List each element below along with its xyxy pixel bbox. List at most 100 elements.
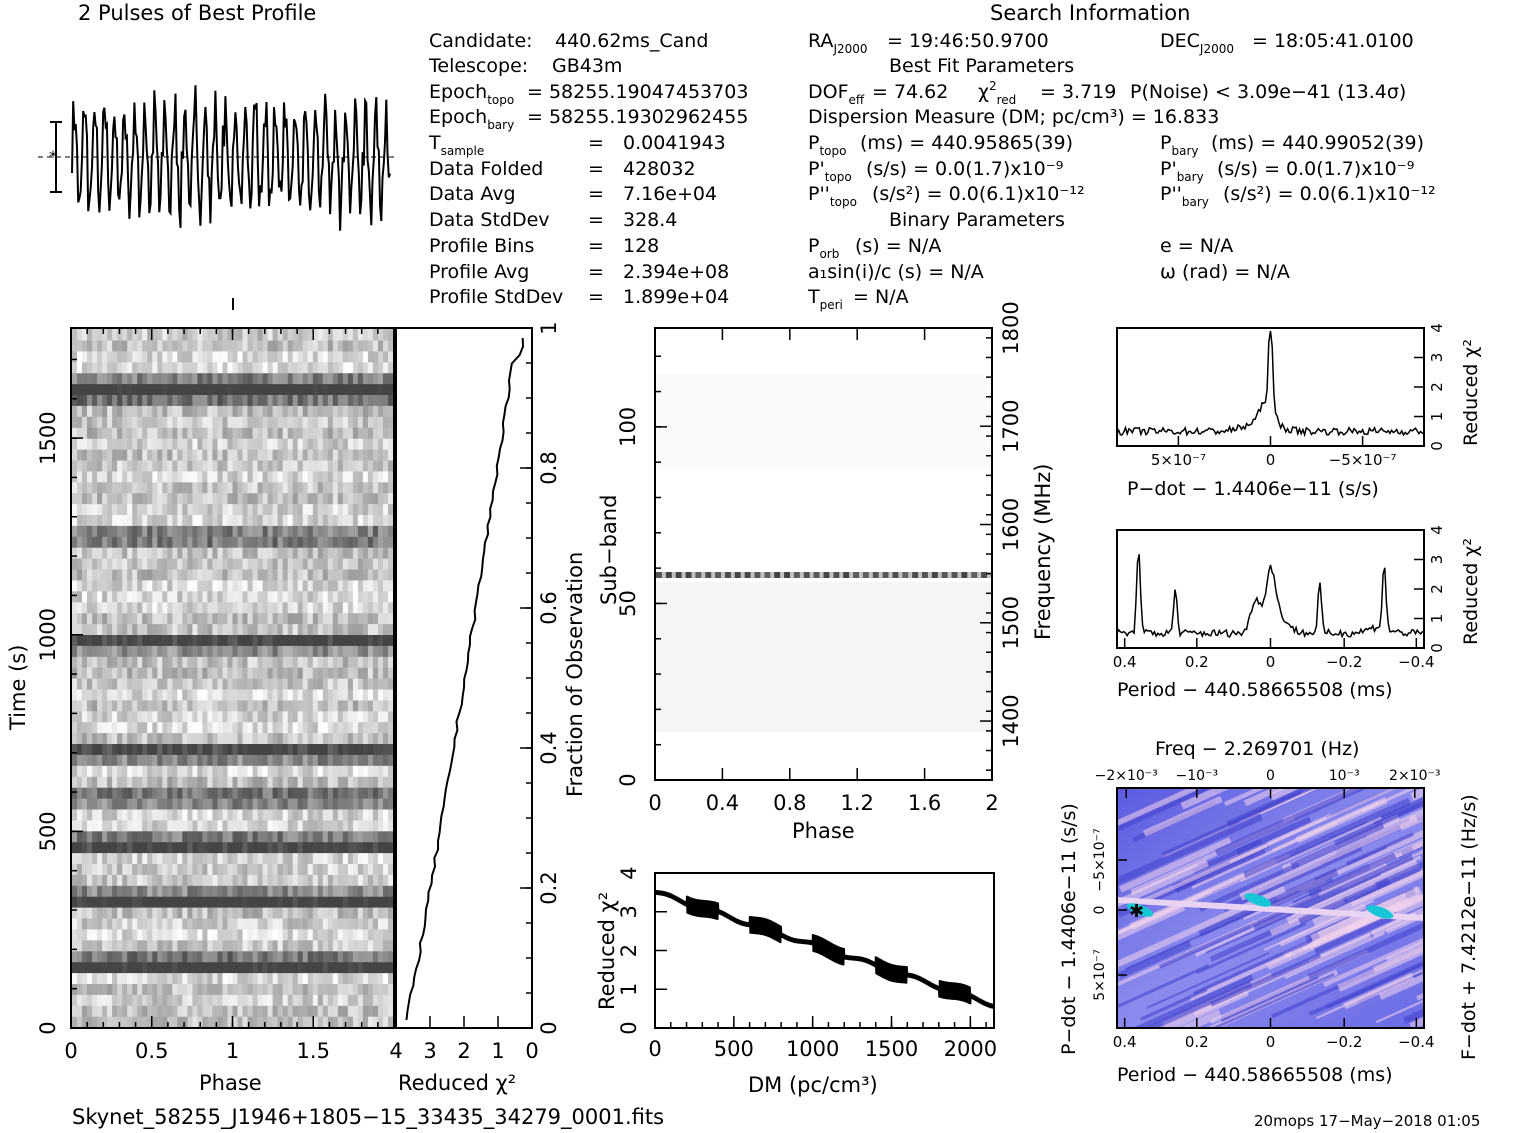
greyscale-cell bbox=[102, 558, 108, 570]
greyscale-cell bbox=[232, 558, 239, 570]
greyscale-cell bbox=[147, 470, 153, 483]
greyscale-cell bbox=[132, 710, 138, 723]
greyscale-cell bbox=[142, 787, 148, 799]
greyscale-cell bbox=[232, 678, 239, 690]
greyscale-cell bbox=[247, 503, 254, 515]
greyscale-cell bbox=[307, 939, 314, 952]
greyscale-cell bbox=[102, 819, 108, 832]
greyscale-cell bbox=[337, 885, 344, 897]
greyscale-cell bbox=[197, 928, 203, 941]
greyscale-cell bbox=[177, 547, 183, 559]
greyscale-cell bbox=[197, 808, 203, 821]
greyscale-cell bbox=[367, 470, 374, 483]
greyscale-cell bbox=[227, 765, 234, 777]
greyscale-cell bbox=[272, 372, 279, 385]
greyscale-cell bbox=[327, 961, 334, 974]
greyscale-cell bbox=[337, 590, 344, 603]
greyscale-cell bbox=[272, 765, 279, 777]
texture-streak bbox=[1140, 987, 1208, 1021]
greyscale-cell bbox=[127, 667, 133, 679]
greyscale-cell bbox=[142, 863, 148, 875]
greyscale-cell bbox=[87, 721, 93, 734]
greyscale-cell bbox=[122, 961, 128, 974]
greyscale-cell bbox=[287, 579, 294, 592]
greyscale-cell bbox=[72, 427, 78, 439]
greyscale-cell bbox=[167, 339, 173, 352]
greyscale-cell bbox=[247, 1016, 254, 1028]
greyscale-cell bbox=[122, 514, 128, 526]
greyscale-cell bbox=[282, 590, 289, 603]
greyscale-cell bbox=[322, 525, 329, 537]
tick-label: −0.2 bbox=[1326, 653, 1362, 671]
greyscale-cell bbox=[327, 721, 334, 734]
greyscale-cell bbox=[132, 503, 138, 515]
greyscale-cell bbox=[77, 732, 83, 744]
greyscale-cell bbox=[257, 678, 264, 690]
greyscale-cell bbox=[117, 394, 123, 406]
greyscale-cell bbox=[357, 590, 364, 603]
tick-label: 0.8 bbox=[537, 451, 561, 484]
subband-phase-plot: 0 0.4 0.8 1.2 1.6 205010014001500160017001800… bbox=[597, 301, 1055, 843]
greyscale-cell bbox=[87, 361, 93, 374]
greyscale-cell bbox=[372, 732, 379, 744]
greyscale-cell bbox=[347, 438, 354, 450]
greyscale-cell bbox=[307, 459, 314, 472]
greyscale-cell bbox=[92, 449, 98, 461]
greyscale-cell bbox=[97, 798, 103, 810]
greyscale-cell bbox=[357, 710, 364, 723]
greyscale-cell bbox=[317, 394, 324, 406]
greyscale-cell bbox=[227, 972, 234, 984]
greyscale-cell bbox=[372, 645, 379, 657]
greyscale-cell bbox=[122, 525, 128, 537]
greyscale-cell bbox=[342, 841, 349, 854]
greyscale-cell bbox=[147, 830, 153, 843]
texture-streak bbox=[1174, 846, 1266, 894]
greyscale-cell bbox=[147, 896, 153, 908]
greyscale-cell bbox=[277, 547, 284, 559]
greyscale-cell bbox=[97, 481, 103, 494]
greyscale-cell bbox=[102, 525, 108, 537]
greyscale-cell bbox=[127, 416, 133, 428]
greyscale-cell bbox=[322, 841, 329, 854]
greyscale-cell bbox=[282, 459, 289, 472]
greyscale-cell bbox=[252, 438, 259, 450]
greyscale-cell bbox=[272, 568, 279, 581]
greyscale-cell bbox=[337, 416, 344, 428]
tick-label: 0 bbox=[36, 1021, 60, 1034]
greyscale-cell bbox=[132, 459, 138, 472]
greyscale-cell bbox=[72, 547, 78, 559]
greyscale-cell bbox=[102, 765, 108, 777]
greyscale-cell bbox=[362, 547, 369, 559]
greyscale-cell bbox=[242, 558, 249, 570]
greyscale-cell bbox=[227, 830, 234, 843]
greyscale-cell bbox=[357, 852, 364, 864]
greyscale-cell bbox=[167, 950, 173, 963]
greyscale-cell bbox=[142, 939, 148, 952]
greyscale-cell bbox=[327, 329, 334, 341]
greyscale-cell bbox=[192, 427, 198, 439]
greyscale-cell bbox=[97, 601, 103, 614]
greyscale-cell bbox=[388, 558, 394, 570]
greyscale-cell bbox=[257, 841, 264, 854]
greyscale-cell bbox=[207, 329, 213, 341]
greyscale-cell bbox=[217, 852, 224, 864]
greyscale-cell bbox=[87, 525, 93, 537]
info-value: 0.0041943 bbox=[623, 132, 726, 154]
greyscale-cell bbox=[122, 601, 128, 614]
greyscale-cell bbox=[112, 765, 118, 777]
greyscale-cell bbox=[112, 470, 118, 483]
greyscale-cell bbox=[267, 558, 274, 570]
greyscale-cell bbox=[72, 394, 78, 406]
greyscale-cell bbox=[327, 972, 334, 984]
greyscale-cell bbox=[212, 601, 218, 614]
greyscale-cell bbox=[383, 972, 389, 984]
greyscale-cell bbox=[127, 361, 133, 374]
greyscale-cell bbox=[307, 350, 314, 363]
greyscale-cell bbox=[217, 481, 224, 494]
greyscale-cell bbox=[367, 667, 374, 679]
greyscale-cell bbox=[388, 329, 394, 341]
greyscale-cell bbox=[362, 601, 369, 614]
greyscale-cell bbox=[222, 372, 229, 385]
greyscale-cell bbox=[262, 350, 269, 363]
greyscale-cell bbox=[192, 787, 198, 799]
